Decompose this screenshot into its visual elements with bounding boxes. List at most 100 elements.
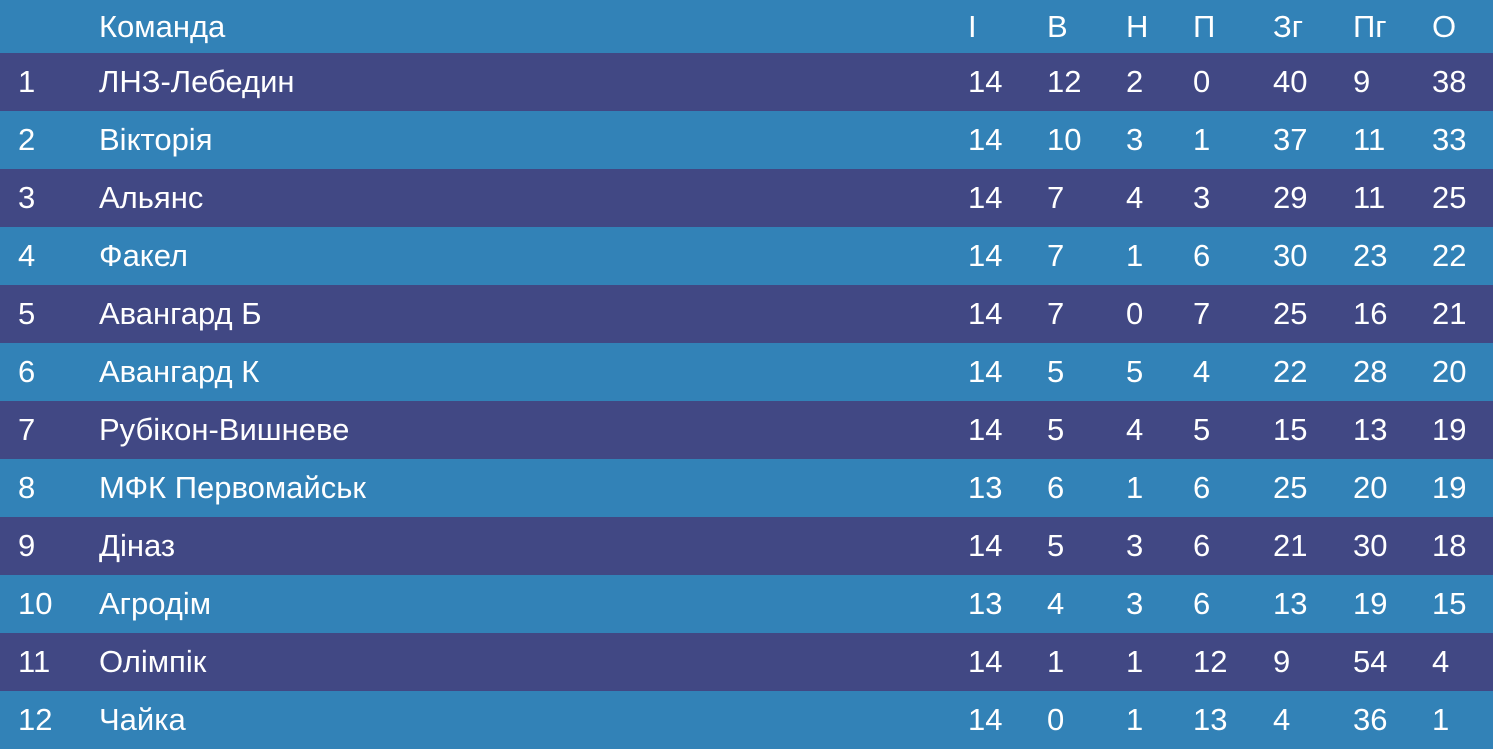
lost-cell: 3 xyxy=(1193,180,1211,215)
drawn-cell: 1 xyxy=(1126,470,1144,505)
played-cell: 14 xyxy=(968,296,1003,331)
table-row: 6 Авангард К 14 5 5 4 22 28 20 xyxy=(0,343,1493,401)
team-name-cell: Авангард К xyxy=(99,354,260,389)
goals-against-cell: 20 xyxy=(1353,470,1388,505)
won-cell: 4 xyxy=(1047,586,1065,621)
goals-against-cell: 23 xyxy=(1353,238,1388,273)
header-goals-for: Зг xyxy=(1273,8,1304,44)
position-cell: 9 xyxy=(18,528,36,563)
team-name-cell: ЛНЗ-Лебедин xyxy=(99,64,295,99)
played-cell: 14 xyxy=(968,702,1003,737)
team-name-cell: Діназ xyxy=(99,528,176,563)
goals-against-cell: 11 xyxy=(1353,122,1386,157)
drawn-cell: 4 xyxy=(1126,180,1144,215)
lost-cell: 12 xyxy=(1193,644,1228,679)
points-cell: 19 xyxy=(1432,470,1467,505)
table-body: 1 ЛНЗ-Лебедин 14 12 2 0 40 9 38 2 Вікторія 14 10 3 1 37… xyxy=(0,53,1493,749)
table-row: 10 Агродім 13 4 3 6 13 19 15 xyxy=(0,575,1493,633)
team-name-cell: Олімпік xyxy=(99,644,207,679)
goals-against-cell: 36 xyxy=(1353,702,1388,737)
lost-cell: 7 xyxy=(1193,296,1211,331)
goals-for-cell: 29 xyxy=(1273,180,1308,215)
drawn-cell: 3 xyxy=(1126,122,1144,157)
points-cell: 15 xyxy=(1432,586,1467,621)
drawn-cell: 1 xyxy=(1126,238,1144,273)
goals-against-cell: 13 xyxy=(1353,412,1388,447)
position-cell: 5 xyxy=(18,296,36,331)
goals-for-cell: 22 xyxy=(1273,354,1308,389)
won-cell: 6 xyxy=(1047,470,1065,505)
table-row: 5 Авангард Б 14 7 0 7 25 16 21 xyxy=(0,285,1493,343)
points-cell: 33 xyxy=(1432,122,1467,157)
position-cell: 10 xyxy=(18,586,53,621)
header-drawn: Н xyxy=(1126,8,1149,44)
position-cell: 3 xyxy=(18,180,36,215)
played-cell: 14 xyxy=(968,644,1003,679)
goals-for-cell: 13 xyxy=(1273,586,1308,621)
drawn-cell: 5 xyxy=(1126,354,1144,389)
lost-cell: 4 xyxy=(1193,354,1211,389)
team-name-cell: Рубікон-Вишневе xyxy=(99,412,350,447)
goals-against-cell: 28 xyxy=(1353,354,1388,389)
drawn-cell: 1 xyxy=(1126,702,1144,737)
goals-for-cell: 21 xyxy=(1273,528,1308,563)
table-row: 8 МФК Первомайськ 13 6 1 6 25 20 19 xyxy=(0,459,1493,517)
goals-for-cell: 37 xyxy=(1273,122,1308,157)
goals-against-cell: 54 xyxy=(1353,644,1388,679)
team-name-cell: Альянс xyxy=(99,180,204,215)
played-cell: 14 xyxy=(968,354,1003,389)
won-cell: 5 xyxy=(1047,412,1065,447)
position-cell: 1 xyxy=(18,64,36,99)
table-row: 9 Діназ 14 5 3 6 21 30 18 xyxy=(0,517,1493,575)
played-cell: 14 xyxy=(968,64,1003,99)
won-cell: 7 xyxy=(1047,180,1065,215)
team-name-cell: Факел xyxy=(99,238,189,273)
won-cell: 7 xyxy=(1047,238,1065,273)
position-cell: 6 xyxy=(18,354,36,389)
won-cell: 10 xyxy=(1047,122,1082,157)
team-name-cell: Вікторія xyxy=(99,122,213,157)
points-cell: 20 xyxy=(1432,354,1467,389)
team-name-cell: Агродім xyxy=(99,586,212,621)
table-row: 1 ЛНЗ-Лебедин 14 12 2 0 40 9 38 xyxy=(0,53,1493,111)
played-cell: 14 xyxy=(968,528,1003,563)
position-cell: 7 xyxy=(18,412,36,447)
points-cell: 21 xyxy=(1432,296,1467,331)
won-cell: 5 xyxy=(1047,354,1065,389)
drawn-cell: 2 xyxy=(1126,64,1144,99)
drawn-cell: 3 xyxy=(1126,586,1144,621)
played-cell: 14 xyxy=(968,180,1003,215)
lost-cell: 6 xyxy=(1193,238,1211,273)
points-cell: 38 xyxy=(1432,64,1467,99)
lost-cell: 6 xyxy=(1193,470,1211,505)
goals-against-cell: 9 xyxy=(1353,64,1371,99)
lost-cell: 6 xyxy=(1193,586,1211,621)
position-cell: 2 xyxy=(18,122,36,157)
goals-for-cell: 40 xyxy=(1273,64,1308,99)
goals-against-cell: 16 xyxy=(1353,296,1388,331)
table-header-row: Команда І В Н П Зг Пг О xyxy=(0,0,1493,53)
won-cell: 7 xyxy=(1047,296,1065,331)
position-cell: 4 xyxy=(18,238,36,273)
team-name-cell: Чайка xyxy=(99,702,186,737)
table-row: 11 Олімпік 14 1 1 12 9 54 4 xyxy=(0,633,1493,691)
header-team: Команда xyxy=(99,8,226,44)
goals-for-cell: 9 xyxy=(1273,644,1291,679)
lost-cell: 0 xyxy=(1193,64,1211,99)
drawn-cell: 1 xyxy=(1126,644,1144,679)
played-cell: 14 xyxy=(968,238,1003,273)
won-cell: 1 xyxy=(1047,644,1065,679)
team-name-cell: Авангард Б xyxy=(99,296,262,331)
goals-for-cell: 25 xyxy=(1273,296,1308,331)
goals-against-cell: 19 xyxy=(1353,586,1388,621)
header-won: В xyxy=(1047,8,1068,44)
won-cell: 12 xyxy=(1047,64,1082,99)
points-cell: 25 xyxy=(1432,180,1467,215)
played-cell: 14 xyxy=(968,412,1003,447)
team-name-cell: МФК Первомайськ xyxy=(99,470,366,505)
header-played: І xyxy=(968,8,977,44)
points-cell: 18 xyxy=(1432,528,1467,563)
lost-cell: 1 xyxy=(1193,122,1211,157)
goals-against-cell: 11 xyxy=(1353,180,1386,215)
